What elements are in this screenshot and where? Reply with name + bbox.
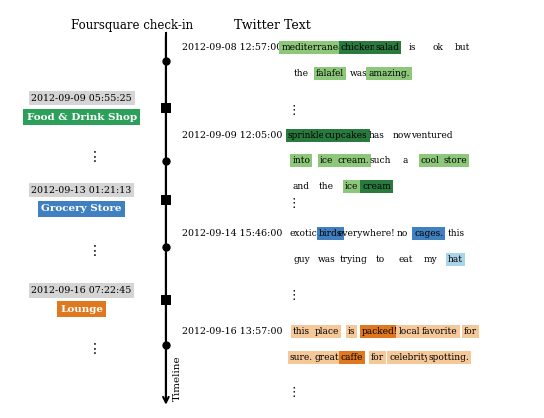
- Text: and: and: [293, 182, 310, 191]
- Text: was: was: [318, 255, 335, 264]
- Text: ice: ice: [345, 182, 358, 191]
- Text: cupcakes: cupcakes: [325, 130, 368, 140]
- Text: ⋮: ⋮: [288, 386, 300, 400]
- Text: Foursquare check-in: Foursquare check-in: [71, 19, 193, 32]
- Text: caffe: caffe: [341, 353, 363, 362]
- Text: for: for: [370, 353, 384, 362]
- Text: cream.: cream.: [337, 156, 369, 166]
- Text: packed!: packed!: [362, 327, 399, 336]
- Text: ⋮: ⋮: [88, 342, 102, 356]
- Text: cool: cool: [421, 156, 440, 166]
- Text: eat: eat: [398, 255, 412, 264]
- Text: my: my: [423, 255, 437, 264]
- Text: cages.: cages.: [415, 229, 443, 238]
- Text: is: is: [409, 43, 416, 52]
- Text: such: such: [369, 156, 391, 166]
- Text: ⋮: ⋮: [288, 197, 300, 210]
- Text: has: has: [369, 130, 385, 140]
- Text: ⋮: ⋮: [88, 150, 102, 164]
- Text: exotic: exotic: [289, 229, 317, 238]
- Text: 2012-09-09 12:05:00: 2012-09-09 12:05:00: [182, 130, 283, 140]
- Text: everywhere!: everywhere!: [337, 229, 395, 238]
- Text: 2012-09-08 12:57:00: 2012-09-08 12:57:00: [182, 43, 282, 52]
- Text: 2012-09-14 15:46:00: 2012-09-14 15:46:00: [182, 229, 283, 238]
- Text: sure.: sure.: [290, 353, 313, 362]
- Text: ⋮: ⋮: [288, 104, 300, 117]
- Text: to: to: [375, 255, 385, 264]
- Text: the: the: [294, 69, 309, 78]
- Text: favorite: favorite: [422, 327, 458, 336]
- Text: great: great: [314, 353, 339, 362]
- Text: cream: cream: [362, 182, 391, 191]
- Text: but: but: [455, 43, 471, 52]
- Text: a: a: [403, 156, 408, 166]
- Text: is: is: [348, 327, 355, 336]
- Text: ok: ok: [432, 43, 443, 52]
- Text: Food & Drink Shop: Food & Drink Shop: [27, 112, 137, 122]
- Text: ventured: ventured: [411, 130, 453, 140]
- Text: birds: birds: [319, 229, 342, 238]
- Text: Twitter Text: Twitter Text: [233, 19, 311, 32]
- Text: trying: trying: [339, 255, 367, 264]
- Text: Lounge: Lounge: [60, 305, 103, 314]
- Text: chicken: chicken: [341, 43, 376, 52]
- Text: the: the: [319, 182, 334, 191]
- Text: this: this: [293, 327, 310, 336]
- Text: 2012-09-16 13:57:00: 2012-09-16 13:57:00: [182, 327, 283, 336]
- Text: place: place: [314, 327, 339, 336]
- Text: sprinkles: sprinkles: [288, 130, 330, 140]
- Text: into: into: [292, 156, 311, 166]
- Text: was: was: [350, 69, 368, 78]
- Text: 2012-09-16 07:22:45: 2012-09-16 07:22:45: [32, 286, 132, 295]
- Text: store: store: [444, 156, 467, 166]
- Text: ⋮: ⋮: [288, 289, 300, 302]
- Text: now: now: [392, 130, 411, 140]
- Text: 2012-09-09 05:55:25: 2012-09-09 05:55:25: [31, 94, 132, 103]
- Text: Grocery Store: Grocery Store: [41, 204, 122, 214]
- Text: mediterranean: mediterranean: [281, 43, 350, 52]
- Text: salad: salad: [375, 43, 399, 52]
- Text: 2012-09-13 01:21:13: 2012-09-13 01:21:13: [32, 186, 132, 195]
- Text: no: no: [397, 229, 407, 238]
- Text: falafel: falafel: [316, 69, 344, 78]
- Text: amazing.: amazing.: [368, 69, 410, 78]
- Text: ⋮: ⋮: [88, 244, 102, 258]
- Text: celebrity: celebrity: [390, 353, 430, 362]
- Text: for: for: [463, 327, 477, 336]
- Text: this: this: [447, 229, 465, 238]
- Text: spotting.: spotting.: [429, 353, 469, 362]
- Text: ice: ice: [320, 156, 333, 166]
- Text: Timeline: Timeline: [172, 356, 182, 401]
- Text: local: local: [398, 327, 420, 336]
- Text: hat: hat: [448, 255, 463, 264]
- Text: guy: guy: [293, 255, 310, 264]
